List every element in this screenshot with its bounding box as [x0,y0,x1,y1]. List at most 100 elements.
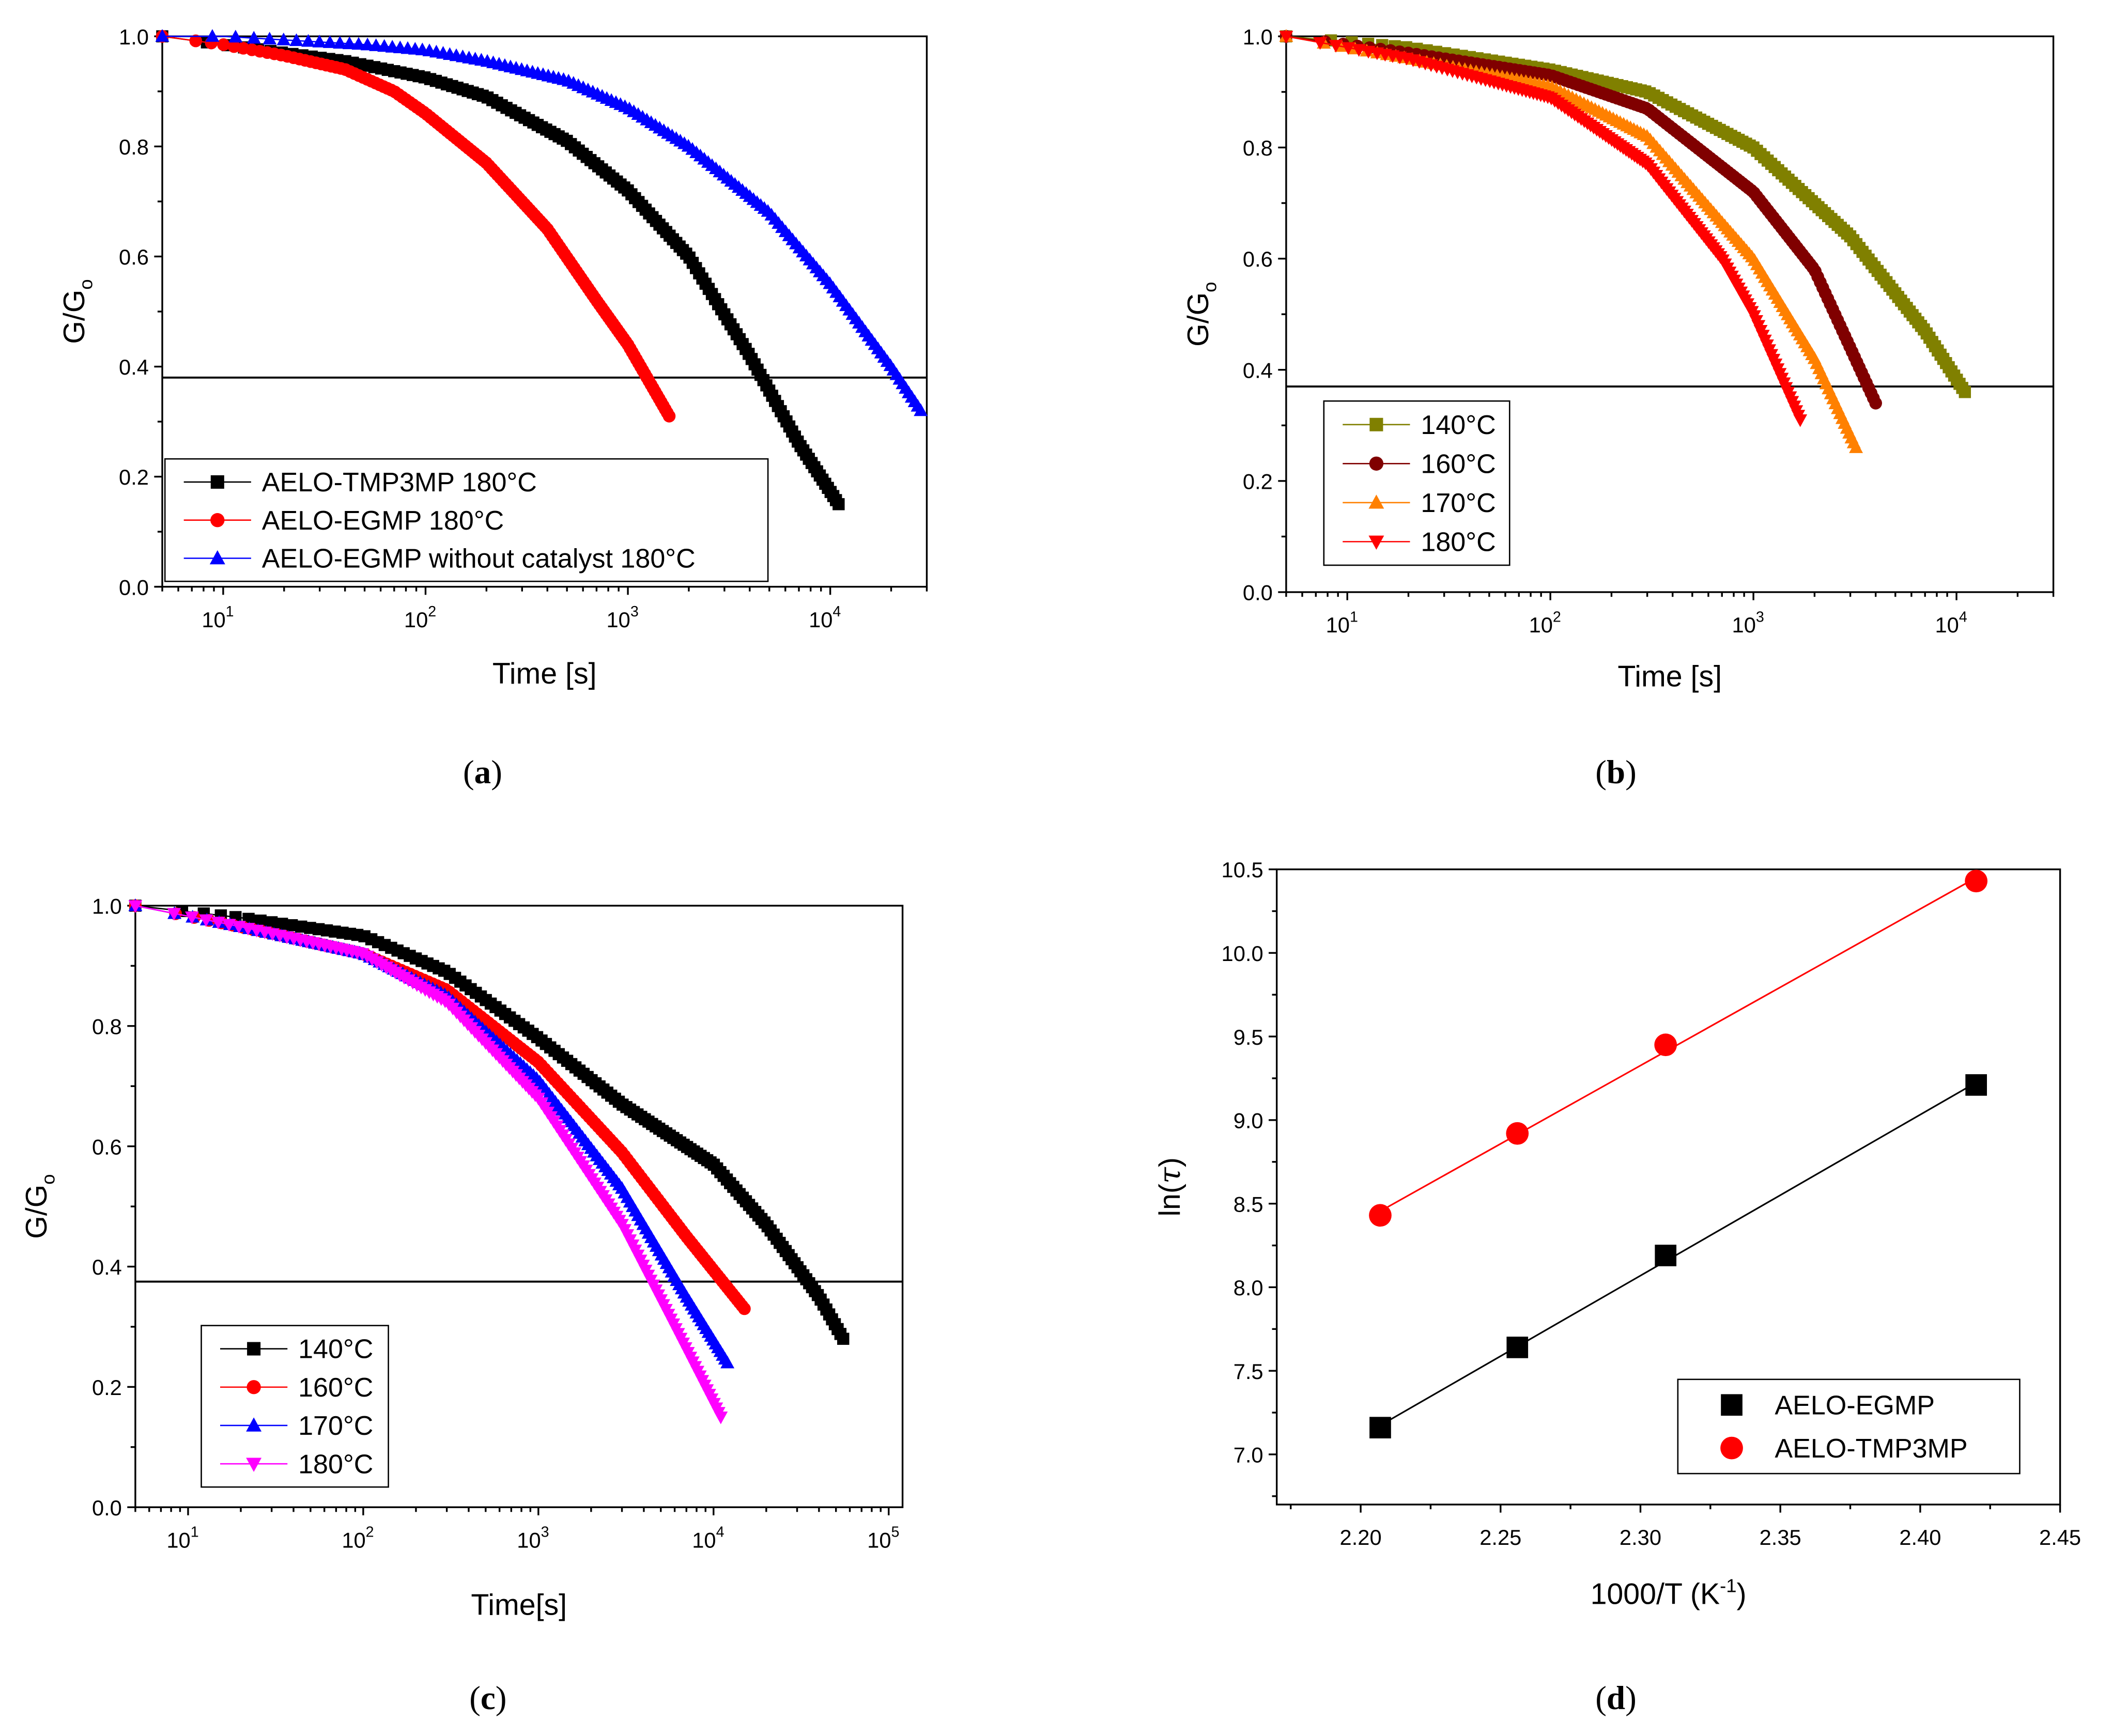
plot-frame [134,905,904,1508]
caption-letter: d [1607,1680,1625,1717]
data-point [322,35,337,48]
legend-marker [246,1380,261,1394]
x-tick-exponent: 4 [1959,609,1967,625]
caption-paren: ( [463,754,474,791]
x-tick-label: 2.25 [1479,1525,1521,1549]
data-point [128,900,143,913]
legend-item: 180°C [1343,528,1496,557]
legend-label: 140°C [298,1335,373,1365]
legend-item: AELO-EGMP 180°C [183,506,504,536]
y-tick-label: 0.8 [1243,136,1273,160]
plot-frame [1275,868,2061,1506]
x-tick-base: 10 [517,1528,541,1552]
data-point [914,403,928,416]
data-point [342,36,357,50]
data-point [265,916,278,928]
x-tick-base: 10 [342,1528,365,1552]
data-point [276,33,291,45]
legend-marker [209,550,225,565]
y-tick-label: 1.0 [119,25,149,49]
y-tick-label: 0.4 [1243,358,1273,382]
series-aelo-tmp3mp-180-c [156,30,845,510]
data-point [217,38,230,51]
legend: 140°C 160°C 170°C 180°C [201,1325,389,1488]
legend-marker [247,1342,261,1356]
data-point [254,915,267,927]
data-point [720,1355,735,1369]
x-tick-label: 103 [606,603,638,632]
caption-paren: ) [1625,754,1637,791]
legend-box [1323,400,1510,566]
legend-item: 160°C [1343,450,1496,479]
y-axis-label-text: G/G [1182,292,1215,347]
data-point [1849,440,1863,453]
y-axis-label: G/Go [1182,282,1221,347]
y-tick-label: 0.6 [92,1135,122,1159]
data-point [1279,30,1293,44]
x-tick-exponent: 1 [191,1524,199,1541]
data-point [1965,1074,1987,1096]
x-tick-label: 2.40 [1899,1525,1941,1549]
legend-marker [210,475,224,489]
y-tick-label: 9.0 [1234,1109,1263,1133]
y-tick-label: 10.5 [1222,858,1263,882]
legend-label: AELO-TMP3MP 180°C [262,468,537,498]
legend: AELO-EGMP AELO-TMP3MP [1677,1378,2021,1475]
data-point [333,36,347,49]
x-tick-base: 10 [867,1528,891,1552]
x-tick-label: 101 [202,603,234,632]
legend-item: 180°C [220,1449,373,1479]
y-tick-label: 0.4 [119,355,149,379]
data-point [837,1332,850,1345]
y-tick-label: 10.0 [1222,941,1263,966]
data-point [275,918,288,930]
x-tick-label: 2.20 [1340,1525,1382,1549]
y-tick-label: 7.0 [1234,1443,1263,1467]
data-point [1654,1033,1677,1057]
x-tick-label: 2.35 [1760,1525,1801,1549]
x-tick-exponent: 1 [1350,609,1358,625]
legend-marker [1369,417,1383,431]
y-tick-label: 0.0 [119,575,149,599]
series-170-c [1279,29,1863,453]
y-tick-label: 8.0 [1234,1276,1263,1300]
y-tick-label: 0.8 [119,135,149,159]
data-point [662,410,676,423]
legend-marker [1368,494,1384,509]
x-tick-base: 10 [606,608,630,632]
legend-label: 160°C [298,1373,373,1403]
x-axis-label-sup: -1 [1720,1575,1736,1596]
x-tick-exponent: 1 [226,603,234,620]
x-tick-label: 101 [166,1524,198,1553]
series-160-c [1279,30,1882,410]
panel-caption: (c) [469,1680,506,1717]
x-tick-exponent: 3 [630,603,639,620]
x-axis-label-text: 1000/T (K [1591,1578,1720,1611]
y-tick-label: 0.6 [1243,247,1273,271]
caption-paren: ( [1595,1680,1607,1717]
x-tick-base: 10 [166,1528,190,1552]
legend-item: AELO-TMP3MP 180°C [183,468,537,498]
x-tick-base: 10 [809,608,833,632]
x-tick-label: 105 [867,1524,899,1553]
legend-marker [210,513,225,528]
data-point [714,1412,728,1424]
x-tick-base: 10 [404,608,428,632]
y-tick-label: 1.0 [1243,25,1273,49]
legend-marker [246,1458,262,1472]
panel-caption: (b) [1595,754,1637,791]
x-tick-exponent: 5 [891,1524,900,1541]
panel-caption: (d) [1595,1680,1637,1717]
legend-item: 140°C [1343,410,1496,440]
data-point [227,40,241,53]
legend-label: AELO-TMP3MP [1775,1434,1967,1464]
data-point [312,35,327,48]
x-tick-exponent: 3 [1756,609,1764,625]
x-axis-label-text: ) [1737,1578,1747,1611]
legend-item: AELO-TMP3MP [1720,1434,1968,1464]
y-tick-label: 0.0 [92,1496,122,1520]
x-tick-label: 104 [809,603,841,632]
data-point [1506,1122,1529,1145]
legend-box [164,458,769,582]
data-point [738,1302,751,1315]
